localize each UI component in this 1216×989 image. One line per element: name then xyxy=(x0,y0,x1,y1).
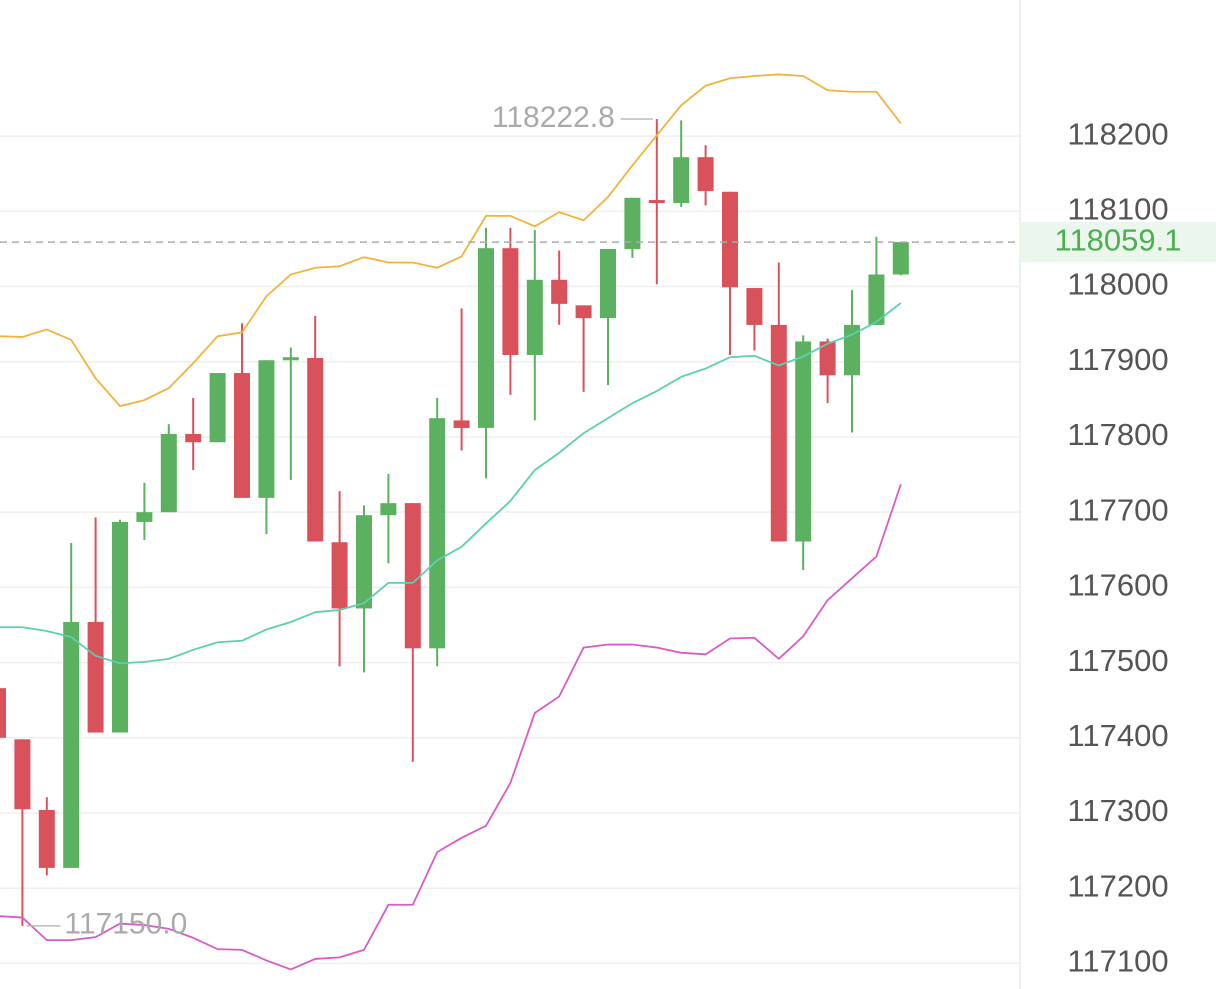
candle-body xyxy=(63,621,80,868)
candle-body xyxy=(234,373,250,498)
candle-body xyxy=(14,739,31,810)
candle-body xyxy=(404,503,421,649)
candle-body xyxy=(770,324,787,542)
candle-body xyxy=(502,248,519,355)
y-tick-label: 117400 xyxy=(1067,718,1168,753)
candle-body xyxy=(87,621,104,733)
low-label: 117150.0 xyxy=(64,908,187,941)
candle-body xyxy=(160,433,177,513)
band-line xyxy=(0,73,902,408)
candle-body xyxy=(185,433,202,443)
y-tick-label: 117700 xyxy=(1067,492,1168,527)
candle-body xyxy=(478,248,494,428)
candle-body xyxy=(112,521,128,733)
candle-body xyxy=(0,688,6,738)
last-price-box xyxy=(1020,222,1216,263)
candle-body xyxy=(209,373,226,443)
band-line xyxy=(0,484,902,971)
candle-body xyxy=(795,341,812,542)
y-tick-label: 117300 xyxy=(1067,793,1168,828)
candle-body xyxy=(746,288,763,325)
y-tick-label: 117900 xyxy=(1067,342,1168,377)
y-tick-label: 118000 xyxy=(1067,267,1168,302)
y-tick-label: 118200 xyxy=(1067,116,1168,151)
candle-body xyxy=(38,810,55,868)
candle-body xyxy=(819,341,836,376)
candle-body xyxy=(600,248,616,319)
candle-body xyxy=(892,242,909,275)
last-price-label: 118059.1 xyxy=(1055,222,1182,257)
candle-body xyxy=(282,357,299,361)
band-line xyxy=(0,302,902,665)
high-label: 118222.8 xyxy=(492,101,615,134)
y-tick-label: 117500 xyxy=(1067,643,1168,678)
candle-body xyxy=(648,200,665,204)
y-tick-label: 117100 xyxy=(1067,944,1168,979)
candle-body xyxy=(453,420,470,428)
candle-body xyxy=(380,503,397,516)
candle-body xyxy=(258,360,275,498)
y-tick-label: 117200 xyxy=(1067,868,1168,903)
y-tick-label: 117600 xyxy=(1067,568,1168,603)
candle-body xyxy=(697,157,714,192)
candle-body xyxy=(429,418,446,649)
candle-body xyxy=(844,324,860,376)
candle-body xyxy=(551,279,568,304)
candle-body xyxy=(624,197,641,249)
candle-body xyxy=(673,157,690,204)
candle-body xyxy=(722,191,738,288)
candle-body xyxy=(868,274,885,325)
candle-body xyxy=(307,357,324,542)
candle-body xyxy=(331,542,348,609)
candle-body xyxy=(575,305,592,319)
candle-body xyxy=(136,512,153,522)
y-tick-label: 118100 xyxy=(1067,192,1168,227)
y-tick-label: 117800 xyxy=(1067,417,1168,452)
candle-body xyxy=(526,279,543,355)
candle-body xyxy=(356,515,372,609)
